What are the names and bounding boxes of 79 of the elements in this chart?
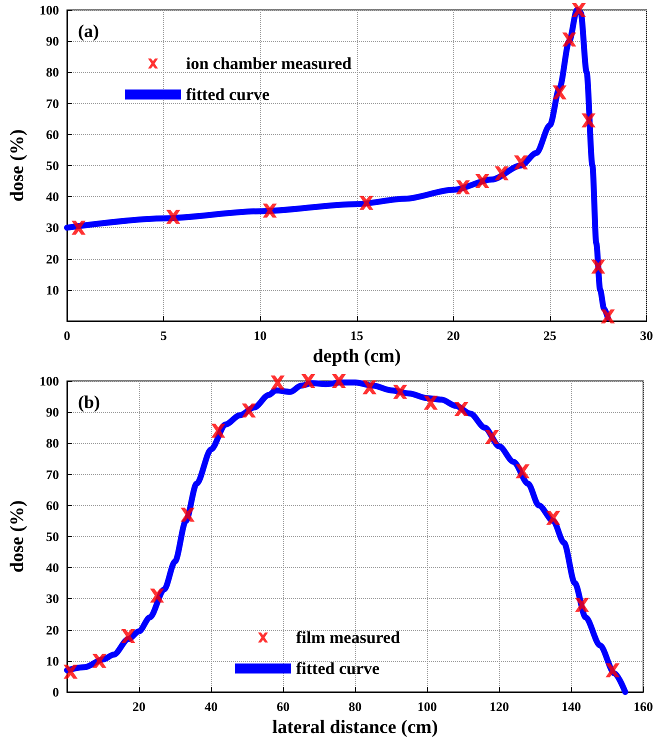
x-tick-label: 20 bbox=[132, 699, 146, 714]
point bbox=[121, 629, 136, 644]
y-tick-label: 20 bbox=[46, 251, 59, 266]
y-tick-label: 30 bbox=[46, 220, 59, 236]
x-tick-label: 15 bbox=[350, 328, 364, 343]
y-tick-label: 40 bbox=[46, 560, 59, 576]
point bbox=[262, 204, 277, 218]
x-tick-label: 0 bbox=[64, 328, 70, 343]
y-tick-label: 10 bbox=[46, 653, 59, 668]
point bbox=[562, 32, 576, 47]
x-tick-label: 80 bbox=[348, 699, 362, 714]
x-tick-label: 25 bbox=[543, 328, 557, 343]
legend-label: fitted curve bbox=[186, 85, 270, 104]
point bbox=[575, 598, 590, 612]
point bbox=[242, 404, 256, 418]
point bbox=[606, 663, 620, 678]
y-tick-label: 20 bbox=[46, 622, 59, 638]
point bbox=[572, 3, 586, 17]
x-tick-label: 120 bbox=[489, 699, 509, 714]
annotation: (a) bbox=[78, 21, 99, 41]
point bbox=[546, 510, 560, 525]
y-axis-title: dose (%) bbox=[7, 500, 28, 573]
y-tick-label: 60 bbox=[46, 126, 59, 142]
x-tick-label: 140 bbox=[561, 699, 581, 714]
y-tick-label: 70 bbox=[46, 466, 59, 482]
y-tick-label: 10 bbox=[46, 282, 59, 298]
y-tick-label: 0 bbox=[52, 684, 59, 700]
point bbox=[424, 396, 438, 410]
x-tick-label: 100 bbox=[417, 699, 437, 714]
x-axis-title: lateral distance (cm) bbox=[272, 717, 438, 738]
y-tick-label: 50 bbox=[46, 158, 59, 173]
legend-label: fitted curve bbox=[296, 659, 380, 678]
point bbox=[301, 374, 316, 388]
y-tick-label: 40 bbox=[46, 189, 59, 204]
x-tick-label: 30 bbox=[640, 328, 653, 343]
x-tick-label: 40 bbox=[204, 699, 218, 714]
y-tick-label: 70 bbox=[46, 96, 59, 111]
y-tick-label: 30 bbox=[46, 591, 59, 606]
point bbox=[64, 664, 78, 679]
point bbox=[514, 155, 528, 170]
point bbox=[211, 424, 226, 438]
point bbox=[332, 374, 346, 388]
point bbox=[552, 85, 567, 100]
y-axis-title: dose (%) bbox=[7, 129, 28, 202]
x-axis-title: depth (cm) bbox=[312, 346, 401, 367]
point bbox=[475, 174, 490, 188]
point bbox=[359, 196, 374, 210]
legend-label: ion chamber measured bbox=[186, 54, 352, 73]
point bbox=[454, 402, 468, 416]
point bbox=[494, 166, 509, 180]
point bbox=[180, 508, 195, 522]
x-tick-label: 160 bbox=[634, 699, 653, 714]
y-tick-label: 90 bbox=[46, 34, 59, 49]
x-tick-label: 10 bbox=[254, 328, 267, 343]
y-tick-label: 90 bbox=[46, 404, 59, 420]
point bbox=[456, 180, 470, 194]
point bbox=[600, 309, 615, 324]
annotation: (b) bbox=[78, 392, 100, 412]
point bbox=[516, 464, 530, 478]
legend-label: film measured bbox=[296, 628, 401, 647]
point bbox=[166, 210, 180, 224]
point bbox=[92, 654, 106, 668]
point bbox=[393, 384, 408, 399]
point bbox=[582, 113, 596, 128]
point bbox=[591, 260, 606, 274]
point bbox=[484, 430, 499, 444]
x-tick-label: 20 bbox=[446, 328, 460, 343]
x-tick-label: 60 bbox=[276, 699, 290, 714]
y-tick-label: 100 bbox=[40, 2, 59, 18]
x-tick-label: 5 bbox=[160, 328, 168, 343]
y-tick-label: 100 bbox=[40, 374, 59, 388]
point bbox=[72, 220, 86, 235]
y-tick-label: 60 bbox=[46, 498, 59, 513]
point bbox=[270, 376, 285, 390]
point bbox=[362, 380, 377, 394]
y-tick-label: 50 bbox=[46, 529, 59, 544]
y-tick-label: 80 bbox=[46, 436, 59, 451]
point bbox=[150, 588, 164, 603]
y-tick-label: 80 bbox=[46, 64, 59, 80]
